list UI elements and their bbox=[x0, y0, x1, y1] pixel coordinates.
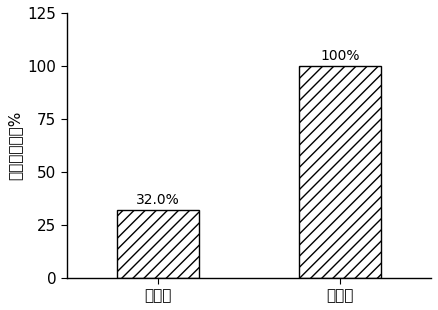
Text: 32.0%: 32.0% bbox=[136, 193, 180, 207]
Bar bbox=[117, 210, 199, 278]
Y-axis label: 相对电阻率，%: 相对电阻率，% bbox=[7, 111, 22, 180]
Text: 100%: 100% bbox=[320, 49, 360, 63]
Bar bbox=[299, 66, 381, 278]
